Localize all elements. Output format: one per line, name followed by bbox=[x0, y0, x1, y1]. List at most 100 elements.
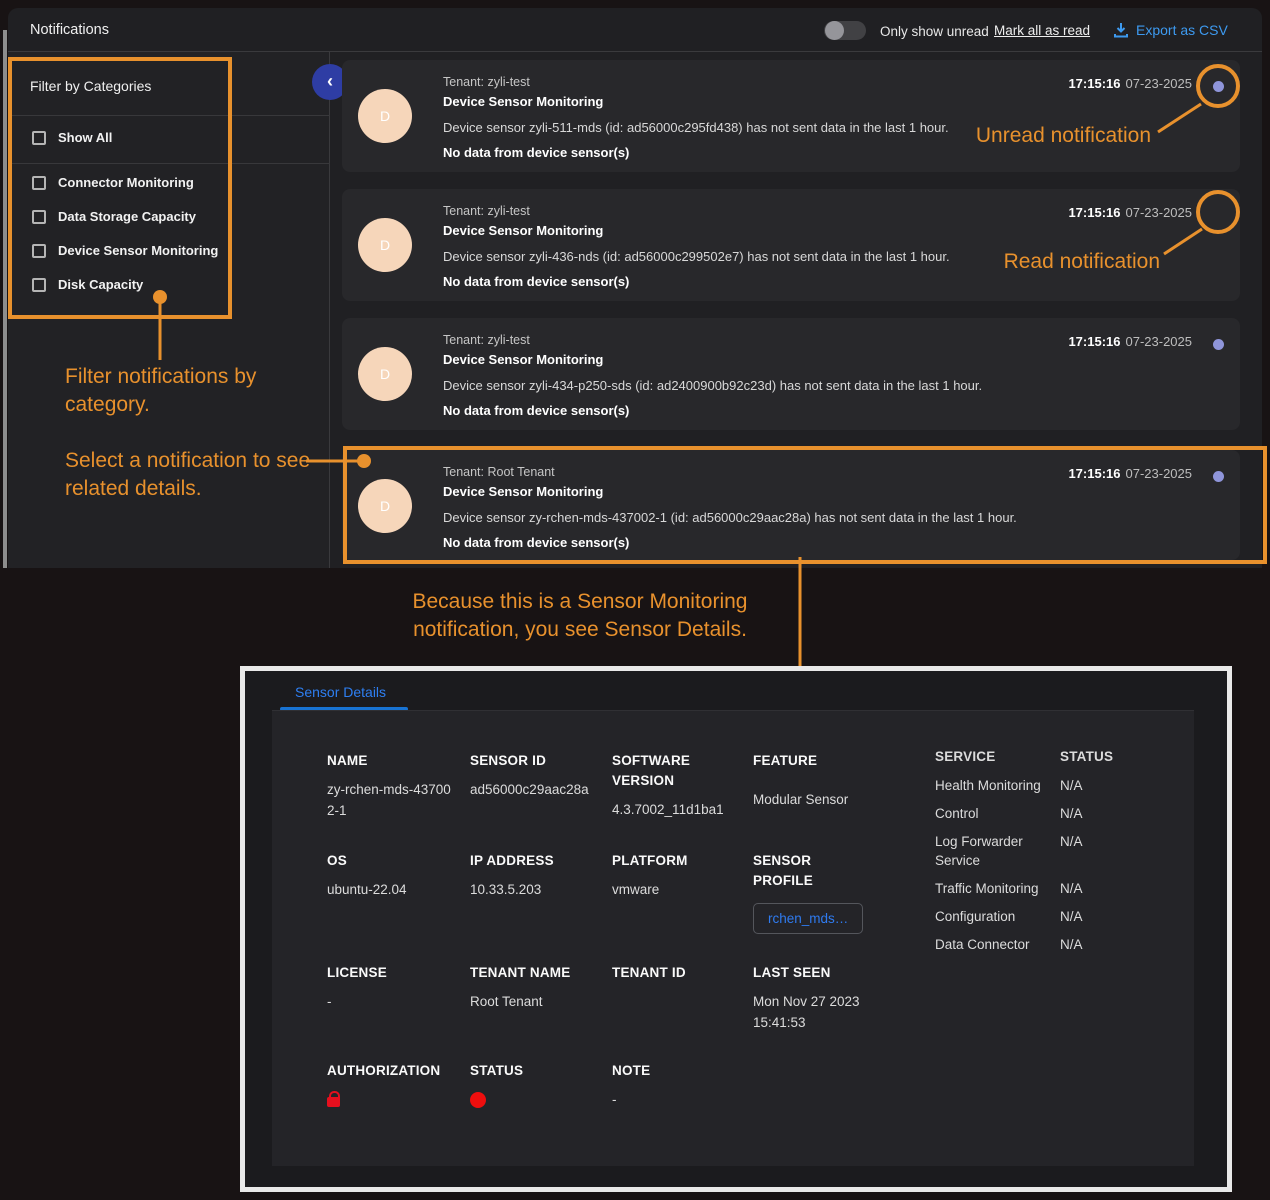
filter-option-disk-capacity[interactable]: Disk Capacity bbox=[32, 277, 143, 292]
service-row: Log Forwarder Service N/A bbox=[935, 832, 1195, 870]
field-note: NOTE - bbox=[612, 1061, 732, 1110]
field-ip-address: IP ADDRESS 10.33.5.203 bbox=[470, 851, 598, 900]
field-label: LAST SEEN bbox=[753, 965, 831, 980]
field-value: - bbox=[612, 1092, 617, 1107]
field-value: 10.33.5.203 bbox=[470, 882, 542, 897]
field-label: FEATURE bbox=[753, 753, 818, 768]
notification-timestamp: 17:15:16 07-23-2025 bbox=[1068, 76, 1192, 91]
field-sensor-id: SENSOR ID ad56000c29aac28a bbox=[470, 751, 590, 800]
field-license: LICENSE - bbox=[327, 963, 455, 1012]
field-label: SOFTWARE VERSION bbox=[612, 753, 691, 788]
service-status: N/A bbox=[1060, 881, 1083, 896]
unread-indicator-dot bbox=[1213, 81, 1224, 92]
field-authorization: AUTHORIZATION bbox=[327, 1061, 467, 1107]
select-annotation-label: Select a notification to see related det… bbox=[65, 449, 311, 500]
notification-row-selected[interactable]: D Tenant: Root Tenant Device Sensor Moni… bbox=[342, 450, 1240, 560]
service-name: Health Monitoring bbox=[935, 778, 1041, 793]
avatar: D bbox=[358, 89, 412, 143]
page-title: Notifications bbox=[30, 22, 109, 38]
field-os: OS ubuntu-22.04 bbox=[327, 851, 455, 900]
filter-option-label: Data Storage Capacity bbox=[58, 209, 196, 224]
notification-tenant: Tenant: zyli-test bbox=[443, 333, 530, 347]
window-left-edge bbox=[3, 30, 7, 568]
download-icon bbox=[1114, 23, 1128, 38]
avatar: D bbox=[358, 218, 412, 272]
notification-footer: No data from device sensor(s) bbox=[443, 403, 630, 418]
field-last-seen: LAST SEEN Mon Nov 27 2023 15:41:53 bbox=[753, 963, 888, 1033]
filter-option-connector-monitoring[interactable]: Connector Monitoring bbox=[32, 175, 194, 190]
notification-date: 07-23-2025 bbox=[1125, 205, 1193, 220]
filter-option-data-storage-capacity[interactable]: Data Storage Capacity bbox=[32, 209, 196, 224]
notification-row[interactable]: D Tenant: zyli-test Device Sensor Monito… bbox=[342, 189, 1240, 301]
unread-annotation-label: Unread notification bbox=[975, 124, 1151, 147]
field-label: PLATFORM bbox=[612, 853, 688, 868]
checkbox-icon[interactable] bbox=[32, 277, 46, 292]
field-value: ubuntu-22.04 bbox=[327, 882, 407, 897]
field-label: OS bbox=[327, 853, 347, 868]
field-label: IP ADDRESS bbox=[470, 853, 554, 868]
filter-option-label: Connector Monitoring bbox=[58, 175, 194, 190]
sensor-profile-chip[interactable]: rchen_mds… bbox=[753, 903, 864, 934]
unread-indicator-dot bbox=[1213, 339, 1224, 350]
service-name: Configuration bbox=[935, 909, 1016, 924]
service-row: Control N/A bbox=[935, 804, 1195, 823]
checkbox-icon[interactable] bbox=[32, 130, 46, 145]
lock-icon bbox=[327, 1091, 340, 1107]
notification-category: Device Sensor Monitoring bbox=[443, 484, 604, 499]
notification-timestamp: 17:15:16 07-23-2025 bbox=[1068, 205, 1192, 220]
status-red-dot-icon bbox=[470, 1092, 486, 1108]
unread-indicator-dot bbox=[1213, 471, 1224, 482]
field-value: zy-rchen-mds-437002-1 bbox=[327, 782, 451, 818]
status-column-header: STATUS bbox=[1060, 749, 1114, 764]
checkbox-icon[interactable] bbox=[32, 209, 46, 224]
notification-footer: No data from device sensor(s) bbox=[443, 274, 630, 289]
field-value: Mon Nov 27 2023 15:41:53 bbox=[753, 994, 860, 1030]
export-csv-button[interactable]: Export as CSV bbox=[1113, 22, 1228, 38]
notification-footer: No data from device sensor(s) bbox=[443, 145, 630, 160]
sensor-details-panel: Sensor Details NAME zy-rchen-mds-437002-… bbox=[240, 666, 1232, 1192]
field-value: - bbox=[327, 994, 332, 1009]
notification-message: Device sensor zyli-436-nds (id: ad56000c… bbox=[443, 249, 950, 264]
service-row: Traffic Monitoring N/A bbox=[935, 879, 1195, 898]
filter-option-show-all[interactable]: Show All bbox=[32, 130, 112, 145]
filter-option-label: Show All bbox=[58, 130, 113, 145]
export-csv-label: Export as CSV bbox=[1136, 22, 1228, 38]
service-name: Data Connector bbox=[935, 937, 1030, 952]
field-label: LICENSE bbox=[327, 965, 387, 980]
checkbox-icon[interactable] bbox=[32, 175, 46, 190]
notification-date: 07-23-2025 bbox=[1125, 334, 1193, 349]
notification-message: Device sensor zy-rchen-mds-437002-1 (id:… bbox=[443, 510, 1017, 525]
mark-all-as-read-link[interactable]: Mark all as read bbox=[994, 23, 1091, 38]
notification-time: 17:15:16 bbox=[1068, 205, 1121, 220]
notification-message: Device sensor zyli-434-p250-sds (id: ad2… bbox=[443, 378, 983, 393]
notification-tenant: Tenant: Root Tenant bbox=[443, 465, 555, 479]
service-status: N/A bbox=[1060, 937, 1083, 952]
service-name: Traffic Monitoring bbox=[935, 881, 1039, 896]
service-name: Log Forwarder Service bbox=[935, 834, 1023, 868]
notification-row[interactable]: D Tenant: zyli-test Device Sensor Monito… bbox=[342, 60, 1240, 172]
filter-option-device-sensor-monitoring[interactable]: Device Sensor Monitoring bbox=[32, 243, 218, 258]
notification-date: 07-23-2025 bbox=[1125, 76, 1193, 91]
notification-timestamp: 17:15:16 07-23-2025 bbox=[1068, 334, 1192, 349]
divider bbox=[8, 163, 330, 164]
chevron-left-icon: ‹ bbox=[327, 71, 333, 91]
notification-tenant: Tenant: zyli-test bbox=[443, 75, 530, 89]
field-sensor-profile: SENSOR PROFILE rchen_mds… bbox=[753, 851, 864, 934]
notification-timestamp: 17:15:16 07-23-2025 bbox=[1068, 466, 1192, 481]
field-tenant-name: TENANT NAME Root Tenant bbox=[470, 963, 600, 1012]
checkbox-icon[interactable] bbox=[32, 243, 46, 258]
field-label: NAME bbox=[327, 753, 368, 768]
notifications-window: Notifications Only show unread Mark all … bbox=[8, 8, 1267, 568]
notification-row[interactable]: D Tenant: zyli-test Device Sensor Monito… bbox=[342, 318, 1240, 430]
service-status-table: SERVICE STATUS Health Monitoring N/A Con… bbox=[935, 747, 1195, 963]
field-value: Modular Sensor bbox=[753, 792, 849, 807]
only-show-unread-toggle[interactable] bbox=[824, 21, 866, 40]
notification-time: 17:15:16 bbox=[1068, 334, 1121, 349]
tab-sensor-details[interactable]: Sensor Details bbox=[295, 684, 387, 700]
only-show-unread-label: Only show unread bbox=[880, 24, 989, 39]
notification-time: 17:15:16 bbox=[1068, 76, 1121, 91]
filter-annotation-label: Filter notifications by category. bbox=[65, 365, 257, 416]
service-row: Health Monitoring N/A bbox=[935, 776, 1195, 795]
active-tab-underline bbox=[280, 707, 408, 711]
